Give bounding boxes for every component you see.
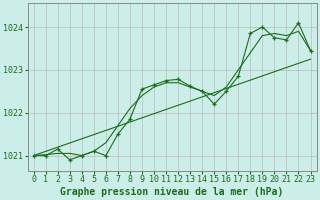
X-axis label: Graphe pression niveau de la mer (hPa): Graphe pression niveau de la mer (hPa) xyxy=(60,186,284,197)
